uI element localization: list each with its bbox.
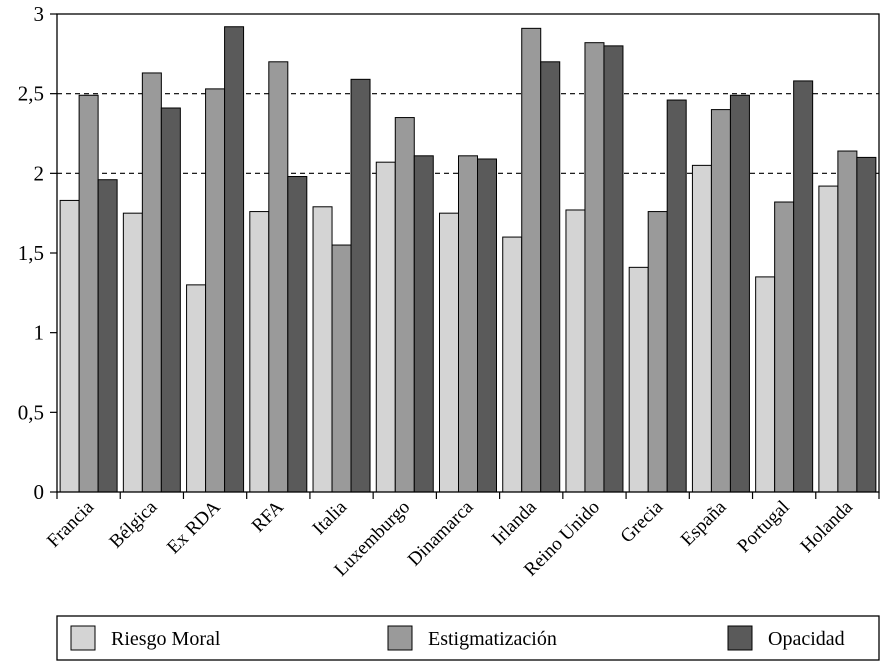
bar	[793, 80, 814, 493]
y-tick-label: 2,5	[18, 82, 44, 106]
bar	[521, 27, 542, 493]
x-category-label: RFA	[248, 496, 288, 536]
legend-label: Opacidad	[768, 628, 845, 650]
bar	[856, 156, 877, 493]
bar	[565, 209, 586, 493]
bar	[603, 45, 624, 493]
bar	[394, 117, 415, 493]
bar	[205, 88, 226, 493]
legend: Riesgo Moral Estigmatización Opacidad	[56, 615, 880, 661]
bars	[59, 26, 877, 493]
x-category-label: Ex RDA	[163, 496, 225, 558]
bar	[502, 236, 523, 493]
bar	[439, 212, 459, 493]
y-tick-label: 2	[34, 161, 45, 185]
legend-swatch	[727, 625, 753, 651]
bar	[540, 61, 561, 493]
bar	[331, 244, 352, 493]
bar	[78, 94, 99, 493]
x-category-label: Holanda	[797, 496, 858, 557]
bar	[97, 179, 118, 493]
x-category-label: España	[677, 496, 731, 550]
legend-label: Riesgo Moral	[111, 628, 221, 650]
x-category-label: Portugal	[733, 497, 793, 557]
bar	[774, 201, 795, 493]
bar	[710, 109, 731, 493]
bar	[477, 158, 497, 493]
bar	[458, 155, 478, 493]
legend-swatch	[70, 625, 96, 651]
bar	[287, 176, 308, 493]
y-tick-label: 0,5	[18, 400, 44, 424]
bar	[268, 61, 289, 493]
bar	[666, 99, 687, 493]
bar	[186, 284, 207, 493]
bar	[249, 211, 270, 493]
x-category-label: Grecia	[617, 496, 668, 547]
bar	[818, 185, 839, 493]
x-category-label: Dinamarca	[404, 496, 478, 570]
y-tick-label: 1,5	[18, 241, 44, 265]
bar	[375, 161, 396, 493]
bar	[837, 150, 858, 493]
x-category-label: Italia	[309, 496, 352, 539]
y-axis-ticks: 0 0,5 1 1,5 2 2,5 3	[18, 2, 57, 504]
x-category-label: Francia	[43, 496, 99, 552]
bar	[413, 155, 434, 493]
legend-label: Estigmatización	[428, 628, 557, 650]
bar	[729, 94, 750, 493]
x-category-label: Bélgica	[105, 496, 161, 552]
bar	[312, 206, 333, 493]
x-category-label: Irlanda	[488, 496, 541, 549]
bar	[141, 72, 162, 493]
bar	[350, 78, 371, 493]
bar	[691, 164, 712, 493]
y-tick-label: 3	[34, 2, 45, 26]
bar	[755, 276, 776, 493]
y-tick-label: 0	[34, 480, 45, 504]
bar	[59, 199, 80, 493]
bar	[122, 212, 143, 493]
y-tick-label: 1	[34, 321, 45, 345]
bar	[647, 211, 668, 493]
bar	[628, 266, 649, 493]
bar	[160, 107, 181, 493]
bar	[224, 26, 245, 493]
x-axis-labels: Francia Bélgica Ex RDA RFA ItaliaLuxemburgoD…	[43, 492, 880, 581]
bar	[584, 42, 605, 493]
legend-swatch	[387, 625, 413, 651]
